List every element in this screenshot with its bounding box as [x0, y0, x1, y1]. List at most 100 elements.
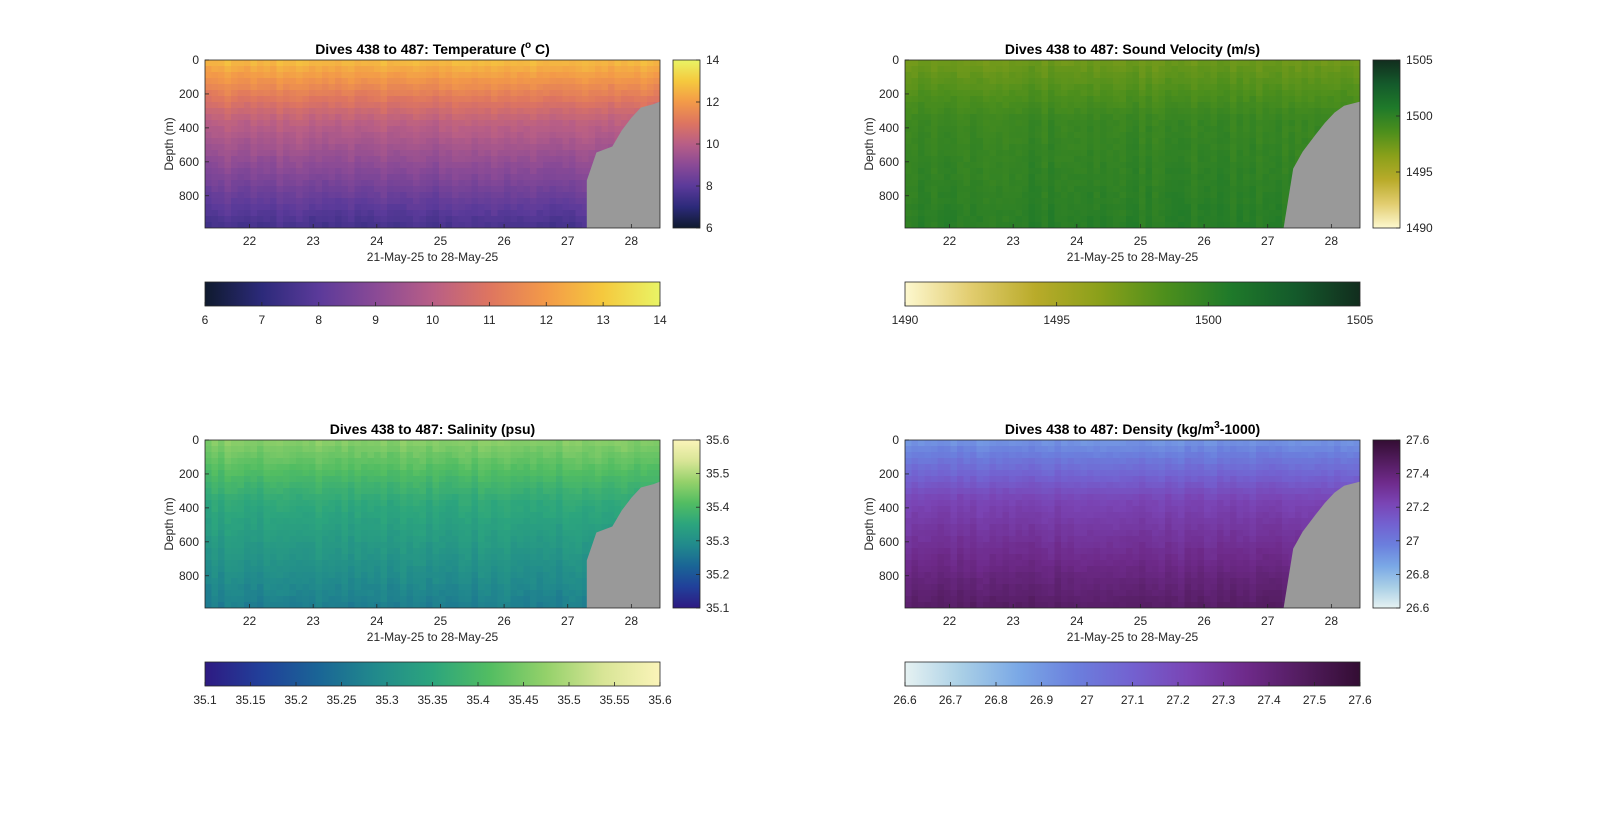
- heatmap-cell: [205, 512, 213, 519]
- heatmap-cell: [996, 66, 1004, 73]
- heatmap-cell: [361, 102, 369, 109]
- heatmap-cell: [1230, 162, 1238, 169]
- heatmap-cell: [549, 90, 557, 97]
- heatmap-cell: [556, 204, 564, 211]
- heatmap-cell: [335, 500, 343, 507]
- heatmap-cell: [302, 168, 310, 175]
- heatmap-cell: [1230, 174, 1238, 181]
- heatmap-cell: [406, 144, 414, 151]
- heatmap-cell: [283, 440, 291, 447]
- heatmap-cell: [1015, 78, 1023, 85]
- heatmap-cell: [1061, 168, 1069, 175]
- heatmap-cell: [426, 108, 434, 115]
- heatmap-cell: [944, 168, 952, 175]
- heatmap-cell: [1080, 174, 1088, 181]
- heatmap-cell: [1093, 174, 1101, 181]
- heatmap-cell: [354, 512, 362, 519]
- heatmap-cell: [322, 596, 330, 603]
- heatmap-cell: [944, 156, 952, 163]
- heatmap-cell: [471, 168, 479, 175]
- heatmap-cell: [393, 572, 401, 579]
- heatmap-cell: [510, 156, 518, 163]
- heatmap-cell: [309, 548, 317, 555]
- heatmap-cell: [309, 180, 317, 187]
- heatmap-cell: [237, 90, 245, 97]
- heatmap-cell: [1210, 72, 1218, 79]
- heatmap-cell: [1158, 132, 1166, 139]
- heatmap-cell: [296, 446, 304, 453]
- heatmap-cell: [413, 590, 421, 597]
- heatmap-cell: [1139, 78, 1147, 85]
- heatmap-cell: [484, 198, 492, 205]
- heatmap-cell: [263, 102, 271, 109]
- heatmap-cell: [458, 114, 466, 121]
- heatmap-cell: [393, 150, 401, 157]
- heatmap-cell: [1009, 192, 1017, 199]
- heatmap-cell: [983, 138, 991, 145]
- heatmap-cell: [380, 222, 388, 228]
- heatmap-cell: [205, 162, 213, 169]
- heatmap-cell: [497, 120, 505, 127]
- heatmap-cell: [458, 192, 466, 199]
- heatmap-cell: [976, 222, 984, 228]
- heatmap-cell: [1256, 168, 1264, 175]
- heatmap-cell: [419, 494, 427, 501]
- heatmap-cell: [218, 96, 226, 103]
- heatmap-cell: [257, 168, 265, 175]
- heatmap-cell: [257, 530, 265, 537]
- heatmap-cell: [1184, 114, 1192, 121]
- heatmap-cell: [315, 120, 323, 127]
- heatmap-cell: [1126, 102, 1134, 109]
- heatmap-cell: [471, 198, 479, 205]
- heatmap-cell: [400, 114, 408, 121]
- heatmap-cell: [1210, 222, 1218, 228]
- heatmap-cell: [484, 216, 492, 223]
- heatmap-cell: [1041, 192, 1049, 199]
- heatmap-cell: [1191, 150, 1199, 157]
- heatmap-cell: [1262, 60, 1270, 67]
- heatmap-cell: [1204, 156, 1212, 163]
- heatmap-cell: [647, 78, 655, 85]
- heatmap-cell: [471, 60, 479, 67]
- heatmap-cell: [263, 518, 271, 525]
- heatmap-cell: [393, 590, 401, 597]
- heatmap-cell: [569, 132, 577, 139]
- heatmap-cell: [211, 494, 219, 501]
- heatmap-cell: [361, 548, 369, 555]
- heatmap-cell: [1262, 108, 1270, 115]
- heatmap-cell: [387, 66, 395, 73]
- heatmap-cell: [1197, 150, 1205, 157]
- heatmap-cell: [348, 78, 356, 85]
- heatmap-cell: [374, 440, 382, 447]
- heatmap-cell: [1113, 198, 1121, 205]
- heatmap-cell: [393, 512, 401, 519]
- heatmap-cell: [322, 108, 330, 115]
- heatmap-cell: [1347, 66, 1355, 73]
- heatmap-cell: [983, 126, 991, 133]
- heatmap-cell: [244, 566, 252, 573]
- heatmap-cell: [575, 144, 583, 151]
- heatmap-cell: [445, 72, 453, 79]
- heatmap-cell: [1028, 186, 1036, 193]
- heatmap-cell: [283, 524, 291, 531]
- heatmap-cell: [218, 138, 226, 145]
- heatmap-cell: [231, 602, 239, 608]
- heatmap-cell: [950, 222, 958, 228]
- heatmap-cell: [989, 216, 997, 223]
- heatmap-cell: [614, 102, 622, 109]
- heatmap-cell: [653, 72, 660, 79]
- heatmap-cell: [575, 210, 583, 217]
- heatmap-cell: [224, 494, 232, 501]
- heatmap-cell: [1308, 126, 1316, 133]
- heatmap-cell: [452, 126, 460, 133]
- heatmap-cell: [367, 210, 375, 217]
- heatmap-cell: [1035, 132, 1043, 139]
- heatmap-cell: [257, 602, 265, 608]
- heatmap-cell: [374, 222, 382, 228]
- heatmap-cell: [367, 174, 375, 181]
- heatmap-cell: [1321, 72, 1329, 79]
- heatmap-cell: [289, 102, 297, 109]
- y-tick-label: 800: [179, 189, 199, 203]
- heatmap-cell: [1308, 108, 1316, 115]
- heatmap-cell: [387, 572, 395, 579]
